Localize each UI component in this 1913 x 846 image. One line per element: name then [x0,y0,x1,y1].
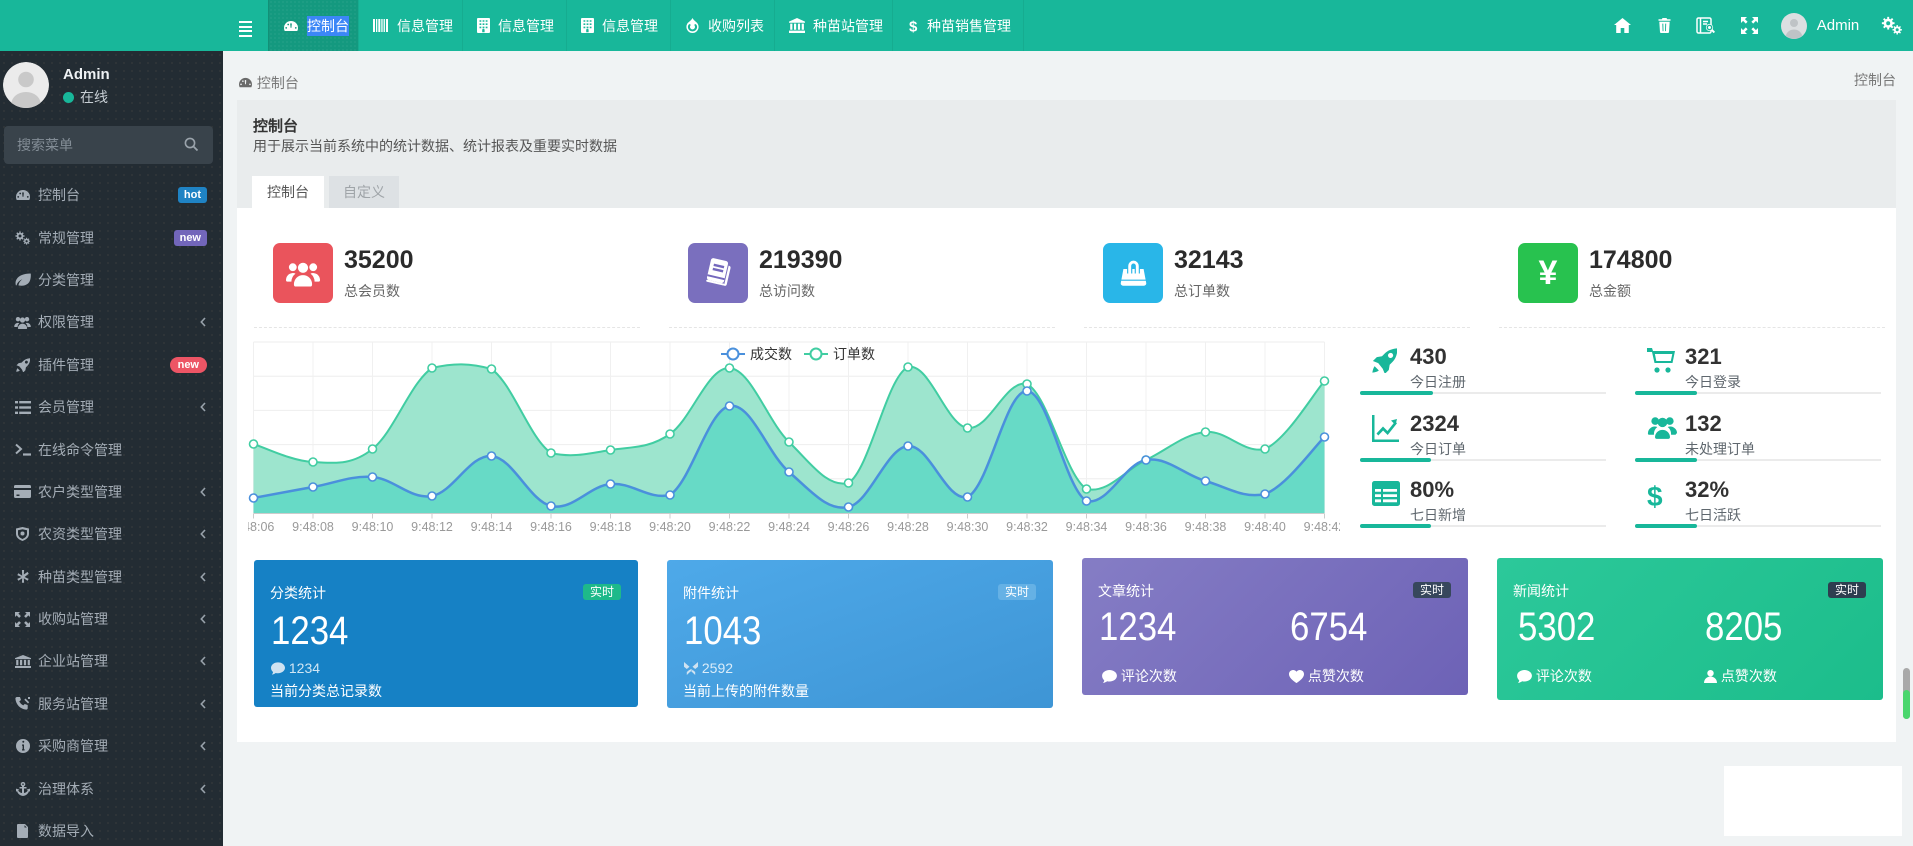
svg-text:9:48:34: 9:48:34 [1066,520,1108,534]
svg-text:9:48:22: 9:48:22 [709,520,751,534]
svg-text:9:48:36: 9:48:36 [1125,520,1167,534]
svg-text:$: $ [909,18,918,34]
svg-text:9:48:10: 9:48:10 [352,520,394,534]
svg-text:$: $ [1647,481,1663,511]
svg-text:9:48:26: 9:48:26 [828,520,870,534]
svg-text:9:48:20: 9:48:20 [649,520,691,534]
svg-text:订单数: 订单数 [833,346,875,362]
svg-text:9:48:32: 9:48:32 [1006,520,1048,534]
svg-text:9:48:40: 9:48:40 [1244,520,1286,534]
svg-text:9:48:30: 9:48:30 [947,520,989,534]
svg-text:9:48:28: 9:48:28 [887,520,929,534]
svg-text:9:48:06: 9:48:06 [248,520,274,534]
svg-text:9:48:16: 9:48:16 [530,520,572,534]
svg-text:9:48:18: 9:48:18 [590,520,632,534]
svg-text:9:48:24: 9:48:24 [768,520,810,534]
svg-text:9:48:38: 9:48:38 [1185,520,1227,534]
svg-text:9:48:42: 9:48:42 [1304,520,1340,534]
svg-text:9:48:14: 9:48:14 [471,520,513,534]
svg-text:9:48:12: 9:48:12 [411,520,453,534]
svg-text:成交数: 成交数 [750,346,792,362]
svg-text:9:48:08: 9:48:08 [292,520,334,534]
